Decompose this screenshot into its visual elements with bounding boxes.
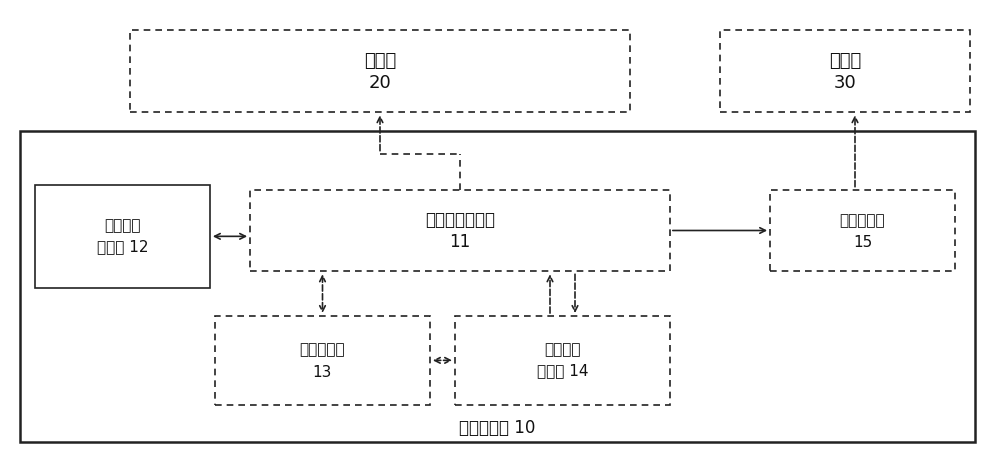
Text: 声音输出部: 声音输出部 <box>840 212 885 228</box>
Text: 15: 15 <box>853 234 872 250</box>
Bar <box>130 30 630 112</box>
Text: 20: 20 <box>369 74 391 92</box>
Bar <box>250 190 670 271</box>
Text: 输入输出控制部: 输入输出控制部 <box>425 211 495 229</box>
Text: 扬声器: 扬声器 <box>829 52 861 70</box>
Text: 算珠状态
保存部 14: 算珠状态 保存部 14 <box>537 343 588 378</box>
Text: 30: 30 <box>834 74 856 92</box>
Bar <box>455 316 670 405</box>
Text: 运算处理部: 运算处理部 <box>300 343 345 358</box>
Text: 显示模式
保存部 12: 显示模式 保存部 12 <box>97 219 148 254</box>
Bar <box>770 190 955 271</box>
Text: 计算机主体 10: 计算机主体 10 <box>459 419 536 437</box>
Bar <box>215 316 430 405</box>
Text: 13: 13 <box>313 365 332 380</box>
Text: 触摸屏: 触摸屏 <box>364 52 396 70</box>
Bar <box>720 30 970 112</box>
Text: 11: 11 <box>449 233 471 251</box>
Bar <box>35 185 210 288</box>
Bar <box>20 131 975 442</box>
